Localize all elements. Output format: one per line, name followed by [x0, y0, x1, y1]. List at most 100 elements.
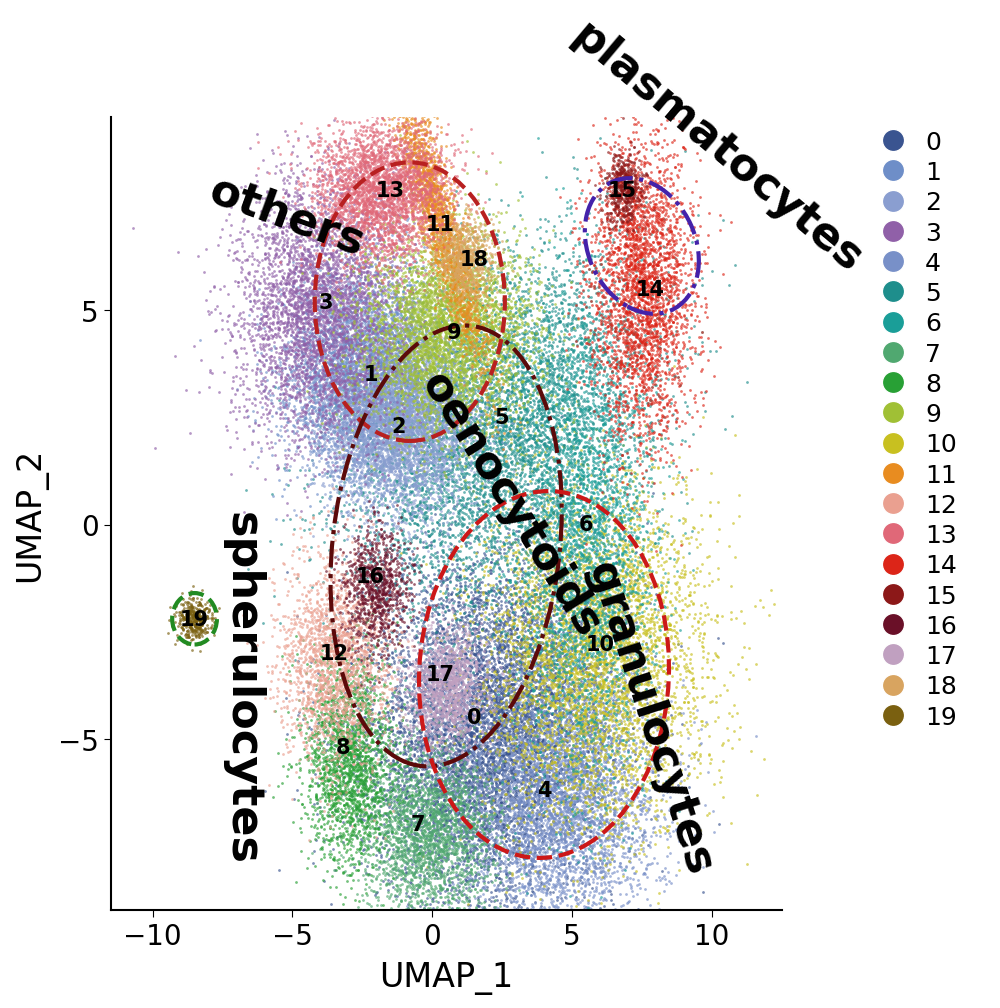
- Point: [332, 192, 348, 208]
- Point: [572, 711, 588, 727]
- Point: [334, 326, 350, 342]
- Point: [423, 221, 439, 237]
- Point: [392, 188, 408, 205]
- Point: [339, 785, 355, 801]
- Point: [339, 574, 355, 590]
- Point: [297, 703, 313, 719]
- Point: [511, 249, 527, 265]
- Point: [545, 694, 561, 710]
- Point: [346, 313, 362, 330]
- Point: [578, 860, 594, 876]
- Point: [551, 720, 567, 736]
- Point: [632, 371, 648, 387]
- Point: [497, 436, 513, 453]
- Point: [572, 587, 588, 603]
- Point: [614, 695, 630, 711]
- Point: [661, 459, 677, 475]
- Point: [535, 363, 551, 379]
- Point: [344, 458, 360, 474]
- Point: [313, 672, 329, 688]
- Point: [410, 559, 426, 576]
- Point: [351, 134, 367, 150]
- Point: [398, 369, 414, 385]
- Point: [348, 421, 364, 437]
- Point: [346, 415, 362, 431]
- Point: [353, 557, 369, 574]
- Point: [616, 415, 632, 431]
- Point: [282, 244, 298, 260]
- Point: [540, 768, 556, 784]
- Point: [553, 868, 569, 884]
- Point: [437, 374, 453, 390]
- Point: [317, 749, 333, 765]
- Point: [568, 514, 584, 530]
- Point: [361, 313, 377, 330]
- Point: [422, 356, 438, 372]
- Point: [407, 317, 423, 333]
- Point: [410, 809, 426, 826]
- Point: [352, 498, 368, 514]
- Point: [595, 473, 611, 489]
- Point: [364, 540, 380, 556]
- Point: [289, 328, 305, 344]
- Point: [374, 283, 390, 299]
- Point: [610, 670, 626, 686]
- Point: [376, 208, 392, 224]
- Point: [356, 444, 372, 460]
- Point: [418, 163, 434, 179]
- Point: [419, 508, 435, 524]
- Point: [340, 835, 356, 851]
- Point: [295, 286, 311, 302]
- Point: [506, 342, 522, 358]
- Point: [548, 689, 564, 706]
- Point: [452, 422, 468, 438]
- Point: [574, 595, 590, 611]
- Point: [450, 311, 466, 328]
- Point: [614, 283, 630, 299]
- Point: [363, 382, 379, 398]
- Point: [624, 355, 640, 371]
- Point: [429, 392, 445, 408]
- Point: [638, 635, 654, 651]
- Point: [610, 403, 626, 419]
- Point: [367, 152, 383, 168]
- Point: [564, 803, 580, 820]
- Point: [502, 397, 518, 413]
- Point: [417, 683, 433, 700]
- Point: [723, 814, 739, 831]
- Point: [579, 478, 595, 494]
- Point: [309, 718, 325, 734]
- Point: [639, 676, 655, 692]
- Point: [364, 857, 380, 873]
- Point: [606, 837, 622, 853]
- Point: [286, 604, 302, 620]
- Point: [456, 783, 472, 799]
- Point: [508, 447, 524, 463]
- Point: [483, 682, 499, 699]
- Point: [315, 775, 331, 791]
- Point: [331, 350, 347, 366]
- Point: [516, 427, 532, 444]
- Point: [358, 193, 374, 209]
- Point: [419, 709, 435, 725]
- Point: [218, 418, 234, 434]
- Point: [193, 626, 209, 642]
- Point: [556, 731, 572, 747]
- Point: [339, 183, 355, 200]
- Point: [413, 390, 429, 406]
- Point: [299, 397, 315, 413]
- Point: [502, 611, 518, 627]
- Point: [588, 919, 604, 935]
- Point: [410, 162, 426, 178]
- Point: [314, 268, 330, 284]
- Point: [350, 545, 366, 561]
- Point: [416, 340, 432, 356]
- Point: [343, 748, 359, 764]
- Point: [328, 406, 344, 422]
- Point: [645, 122, 661, 138]
- Point: [429, 627, 445, 643]
- Point: [562, 793, 578, 809]
- Point: [667, 650, 683, 666]
- Point: [473, 239, 489, 255]
- Point: [543, 391, 559, 407]
